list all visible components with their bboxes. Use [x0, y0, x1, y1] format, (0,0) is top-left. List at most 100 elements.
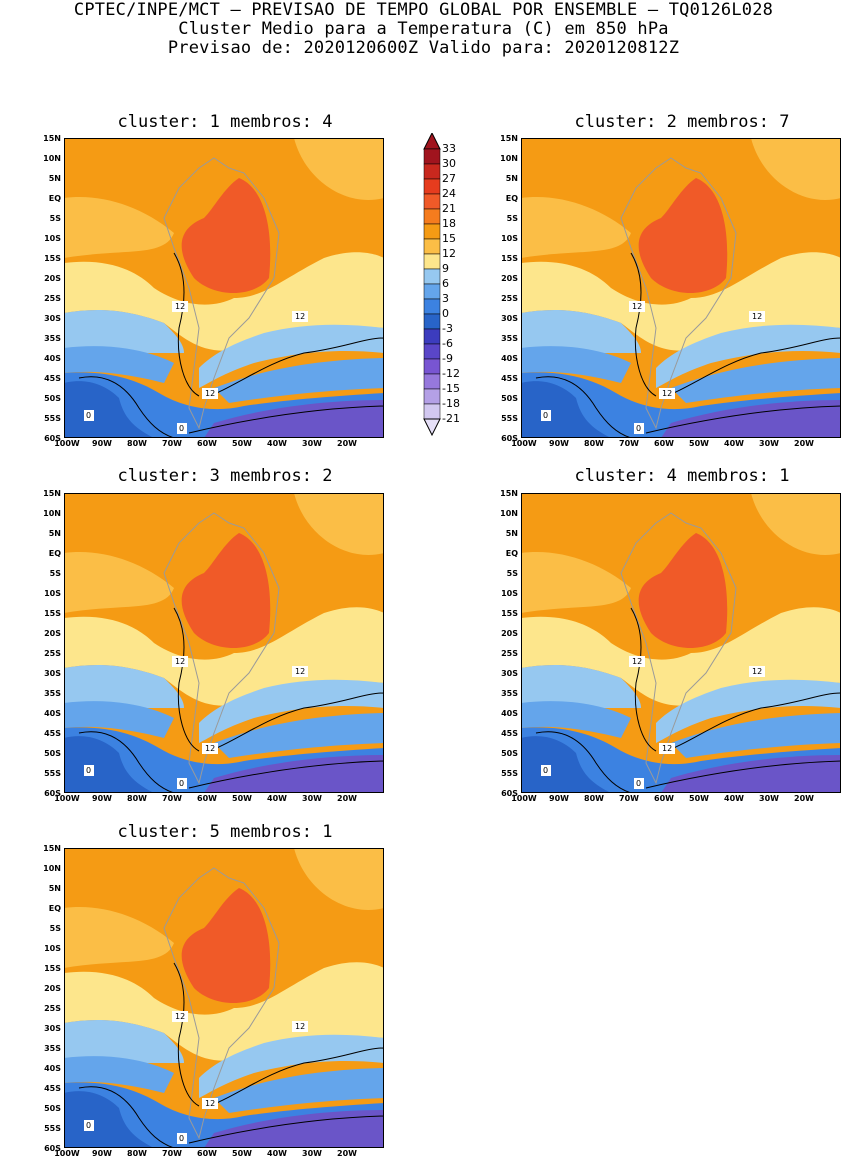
contour-label-12: 12	[662, 389, 672, 398]
colorbar-label: 0	[442, 307, 449, 320]
lat-label: 10N	[500, 509, 518, 518]
lon-label: 40W	[267, 439, 287, 448]
lat-label: 30S	[501, 314, 518, 323]
lon-label: 90W	[92, 439, 112, 448]
contour-label-0: 0	[636, 424, 641, 433]
lat-label: 15S	[44, 964, 61, 973]
colorbar-swatch	[423, 283, 441, 300]
lon-label: 40W	[267, 794, 287, 803]
contour-label-12: 12	[632, 657, 642, 666]
contour-0	[535, 731, 632, 793]
contour-label-12: 12	[205, 389, 215, 398]
lon-label: 20W	[337, 439, 357, 448]
contour-label-0: 0	[543, 766, 548, 775]
lat-label: 10N	[43, 509, 61, 518]
temperature-map-3: 12 12 12 0 0	[64, 493, 384, 793]
map-frame	[64, 848, 384, 1148]
lat-label: 50S	[44, 749, 61, 758]
contour-0	[188, 1115, 384, 1144]
colorbar-swatch	[423, 358, 441, 375]
colorbar-label: 12	[442, 247, 456, 260]
lon-label: 50W	[689, 794, 709, 803]
lat-label: 45S	[501, 374, 518, 383]
continent-outline	[163, 867, 280, 1140]
colorbar-swatch	[423, 313, 441, 330]
lon-label: 100W	[54, 439, 80, 448]
lat-label: 55S	[44, 414, 61, 423]
lat-label: 15S	[44, 254, 61, 263]
contour-label-12: 12	[205, 1099, 215, 1108]
header-line-1: CPTEC/INPE/MCT – PREVISAO DE TEMPO GLOBA…	[73, 0, 774, 20]
continent-outline	[163, 512, 280, 785]
header-line-2: Cluster Medio para a Temperatura (C) em …	[178, 19, 669, 39]
lat-label: 5N	[505, 174, 518, 183]
lon-label: 80W	[584, 794, 604, 803]
lon-label: 60W	[197, 1149, 217, 1158]
contour-12	[173, 607, 200, 752]
continent-outline	[620, 512, 737, 785]
contour-label-12: 12	[632, 302, 642, 311]
colorbar-swatch	[423, 373, 441, 390]
colorbar-top-arrow	[423, 133, 441, 150]
colorbar-swatch	[423, 388, 441, 405]
lat-label: 25S	[501, 649, 518, 658]
lat-label: 60S	[501, 789, 518, 798]
lat-label: 55S	[501, 769, 518, 778]
lon-label: 30W	[302, 794, 322, 803]
lat-label: 15N	[43, 844, 61, 853]
contour-0	[78, 1086, 175, 1148]
warm-core	[181, 533, 271, 648]
lat-label: 5S	[49, 924, 61, 933]
colorbar-swatch	[423, 148, 441, 165]
lat-label: 40S	[501, 354, 518, 363]
lat-label: 50S	[44, 1104, 61, 1113]
lat-label: EQ	[48, 904, 61, 913]
lat-label: 20S	[44, 274, 61, 283]
lat-label: 15S	[44, 609, 61, 618]
colorbar-swatch	[423, 403, 441, 420]
colorbar-swatch	[423, 223, 441, 240]
lon-label: 100W	[511, 439, 537, 448]
warm-core	[638, 178, 728, 293]
lat-label: 10S	[501, 589, 518, 598]
contour-label-12: 12	[295, 1022, 305, 1031]
colorbar-label: -21	[442, 412, 460, 425]
lon-label: 100W	[511, 794, 537, 803]
contour-12	[660, 337, 841, 399]
lat-label: 5S	[49, 569, 61, 578]
colorbar-label: -12	[442, 367, 460, 380]
warm-core	[181, 178, 271, 293]
lon-label: 90W	[549, 794, 569, 803]
lat-label: 20S	[44, 629, 61, 638]
lat-label: 55S	[44, 769, 61, 778]
lon-label: 70W	[162, 439, 182, 448]
colorbar-swatch	[423, 253, 441, 270]
lat-label: 35S	[501, 334, 518, 343]
lat-label: 5N	[505, 529, 518, 538]
lat-label: 30S	[501, 669, 518, 678]
colorbar-swatch	[423, 328, 441, 345]
contour-label-12: 12	[295, 667, 305, 676]
contour-label-0: 0	[179, 1134, 184, 1143]
temperature-map-5: 12 12 12 0 0	[64, 848, 384, 1148]
lon-label: 40W	[724, 794, 744, 803]
lon-label: 90W	[549, 439, 569, 448]
lon-label: 50W	[232, 794, 252, 803]
contour-label-0: 0	[636, 779, 641, 788]
contour-label-12: 12	[752, 312, 762, 321]
map-frame	[521, 493, 841, 793]
lat-label: 10S	[44, 944, 61, 953]
lat-label: 25S	[44, 649, 61, 658]
lon-label: 90W	[92, 1149, 112, 1158]
lon-label: 70W	[162, 1149, 182, 1158]
contour-label-12: 12	[295, 312, 305, 321]
lat-label: 10N	[43, 864, 61, 873]
lon-label: 90W	[92, 794, 112, 803]
colorbar-swatch	[423, 208, 441, 225]
lon-label: 40W	[267, 1149, 287, 1158]
lat-label: 45S	[44, 1084, 61, 1093]
warm-core	[638, 533, 728, 648]
contour-12	[630, 607, 657, 752]
lon-label: 60W	[654, 794, 674, 803]
warm-core	[181, 888, 271, 1003]
